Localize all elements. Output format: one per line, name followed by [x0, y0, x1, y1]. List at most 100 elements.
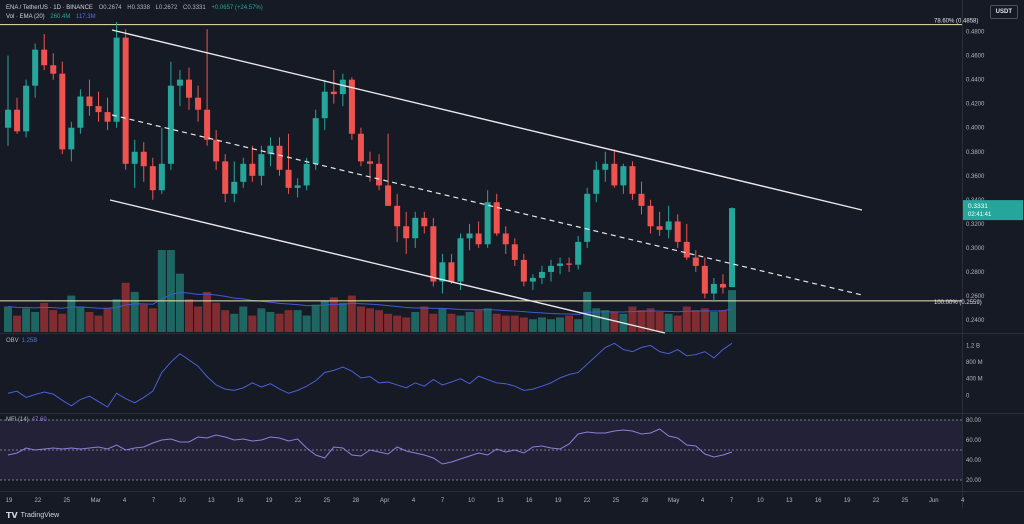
time-axis-label: 16: [815, 498, 822, 504]
candle-body: [593, 169, 600, 194]
volume-bar: [275, 313, 284, 332]
candle-body: [430, 226, 437, 282]
volume-bar: [148, 308, 157, 332]
time-axis-label: 22: [873, 498, 880, 504]
volume-legend-label[interactable]: Vol · EMA (20): [6, 14, 45, 20]
time-axis-label: 25: [63, 498, 70, 504]
time-axis-label: 22: [35, 498, 42, 504]
volume-bar: [492, 313, 501, 332]
volume-bar: [103, 308, 112, 332]
volume-bar: [438, 308, 447, 332]
mfi-legend[interactable]: MFI (14) 47.60: [6, 417, 47, 423]
volume-bar: [85, 311, 94, 332]
candle-body: [213, 139, 220, 162]
price-tick-label: 0.3800: [966, 150, 985, 156]
candle-body: [86, 96, 93, 107]
ohlc-close: C0.3331: [183, 5, 206, 11]
candle-body: [493, 202, 500, 234]
volume-bar: [574, 319, 583, 332]
time-axis-label: 28: [352, 498, 359, 504]
candle-body: [466, 233, 473, 239]
obv-tick-label: 0: [966, 393, 970, 399]
candle-body: [656, 226, 663, 230]
candle-body: [412, 217, 419, 239]
volume-bar: [483, 308, 492, 332]
mfi-tick-label: 20.00: [966, 478, 982, 484]
candle-body: [167, 85, 174, 164]
volume-bar: [465, 311, 474, 332]
volume-bar: [700, 308, 709, 332]
candle-body: [222, 161, 229, 194]
candle-body: [23, 85, 30, 132]
volume-bar: [347, 295, 356, 332]
volume-bar: [194, 306, 203, 332]
volume-bar: [456, 315, 465, 332]
volume-bar: [592, 308, 601, 332]
fib-100-label: 100.00% (0.2559): [934, 300, 982, 306]
time-axis-label: 19: [844, 498, 851, 504]
candle-body: [575, 241, 582, 265]
candle-body: [285, 169, 292, 188]
candle-body: [611, 163, 618, 186]
candle-body: [692, 257, 699, 266]
volume-bar: [691, 310, 700, 332]
volume-bar: [718, 310, 727, 332]
volume-bar: [474, 310, 483, 332]
volume-bar: [130, 291, 139, 332]
candle-body: [620, 166, 627, 186]
volume-bar: [311, 304, 320, 332]
volume-bar: [673, 315, 682, 332]
time-axis-label: 25: [613, 498, 620, 504]
tradingview-brand: TradingView: [20, 512, 60, 519]
time-axis-label: 22: [584, 498, 591, 504]
candle-body: [538, 271, 545, 278]
time-axis-label: 19: [555, 498, 562, 504]
volume-bar: [67, 295, 76, 332]
volume-bar: [212, 302, 221, 332]
volume-bar: [565, 315, 574, 332]
candle-body: [357, 133, 364, 162]
volume-bar: [655, 311, 664, 332]
candle-body: [113, 37, 120, 122]
time-axis-label: 10: [468, 498, 475, 504]
volume-bar: [13, 315, 22, 332]
candle-body: [647, 205, 654, 227]
symbol-ohlc-header: ENA / TetherUS · 1D · BINANCE O0.2674 H0…: [6, 5, 267, 11]
candle-body: [258, 154, 265, 176]
volume-bar: [320, 301, 329, 332]
volume-bar: [537, 317, 546, 332]
time-axis-label: 19: [6, 498, 13, 504]
candle-body: [312, 118, 319, 164]
obv-legend[interactable]: OBV 1.25B: [6, 338, 37, 344]
candle-body: [629, 166, 636, 194]
volume-bar: [49, 310, 58, 332]
last-price-countdown: 02:41:41: [968, 212, 992, 218]
candle-body: [638, 193, 645, 206]
volume-bar: [402, 317, 411, 332]
volume-bar: [157, 250, 166, 332]
currency-button[interactable]: USDT: [989, 5, 1018, 19]
volume-bar: [302, 315, 311, 332]
volume-bar: [510, 315, 519, 332]
volume-bar: [519, 317, 528, 332]
volume-bar: [393, 315, 402, 332]
obv-tick-label: 400 M: [966, 377, 983, 383]
symbol-title[interactable]: ENA / TetherUS · 1D · BINANCE: [6, 5, 93, 11]
tradingview-logo[interactable]: 𝗧𝗩 TradingView: [6, 511, 59, 520]
price-tick-label: 0.4400: [966, 78, 985, 84]
volume-ema-line: [7, 291, 733, 316]
volume-bar: [58, 313, 67, 332]
volume-bar: [384, 313, 393, 332]
candle-body: [149, 166, 156, 191]
volume-bar: [375, 310, 384, 332]
volume-legend: Vol · EMA (20) 260.4M 117.3M: [6, 14, 100, 20]
time-axis-label: Mar: [91, 498, 101, 504]
volume-bar: [447, 313, 456, 332]
candle-body: [5, 109, 11, 128]
price-tick-label: 0.4600: [966, 54, 985, 60]
obv-value: 1.25B: [21, 338, 38, 344]
ohlc-high: H0.3338: [127, 5, 150, 11]
volume-bar: [682, 306, 691, 332]
price-tick-label: 0.2800: [966, 270, 985, 276]
candle-body: [367, 161, 373, 164]
